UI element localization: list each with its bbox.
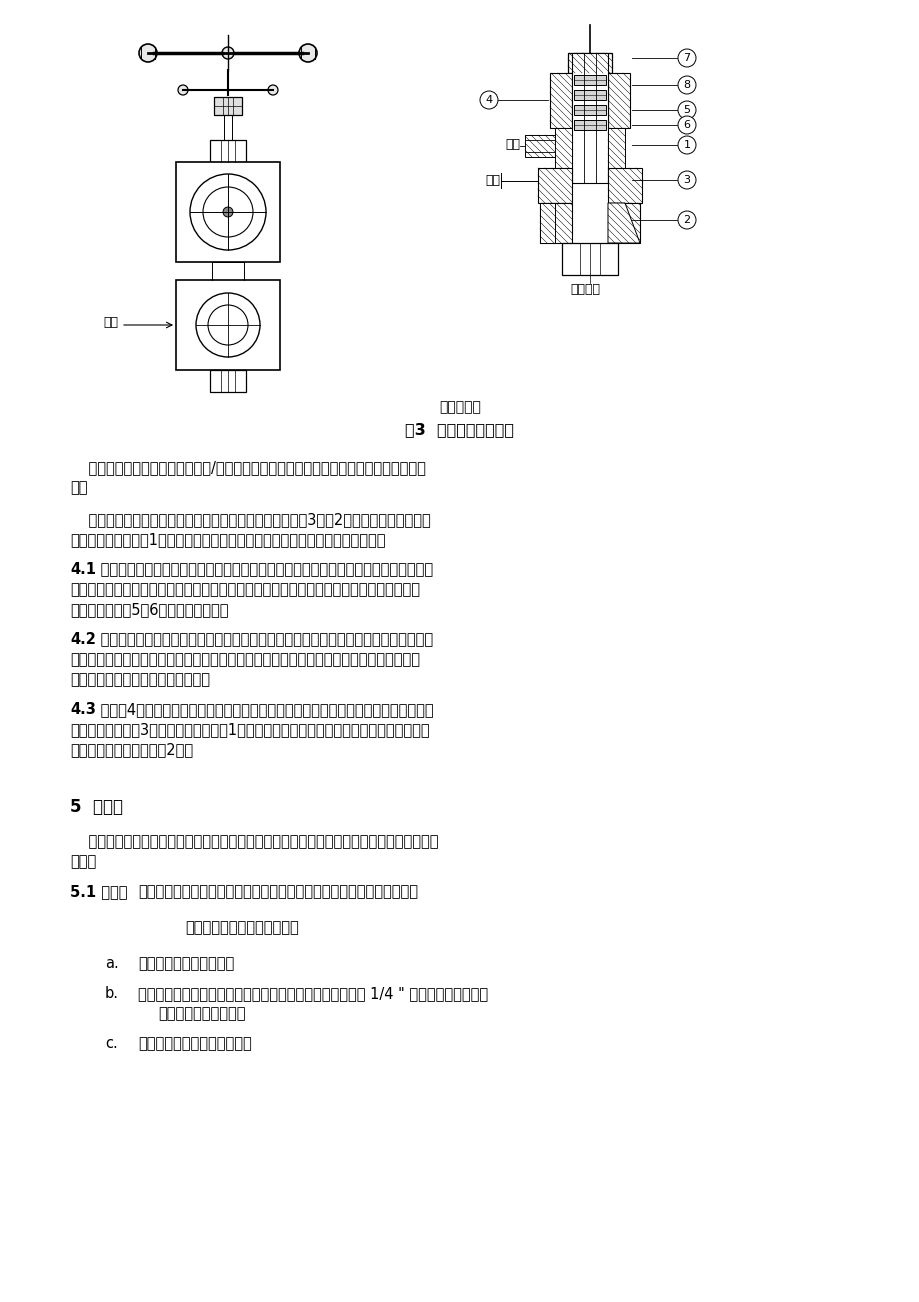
Bar xyxy=(607,203,640,243)
Circle shape xyxy=(177,85,187,95)
Text: 从压力表截止阀和液位计液体管路截止阀上拆下保护帽。用 1/4 " 制冷扳手或小的活络: 从压力表截止阀和液位计液体管路截止阀上拆下保护帽。用 1/4 " 制冷扳手或小的… xyxy=(138,986,488,1001)
Circle shape xyxy=(677,49,696,66)
Text: 辅助安全卸压阀是关断的。在这个位置，压力也从切换阀的填料压盖上被截断从而根本没有: 辅助安全卸压阀是关断的。在这个位置，压力也从切换阀的填料压盖上被截断从而根本没有 xyxy=(70,582,420,598)
Text: 切断到报警电路的电源。: 切断到报警电路的电源。 xyxy=(138,956,234,971)
Circle shape xyxy=(480,91,497,109)
Text: 7: 7 xyxy=(683,53,690,62)
Circle shape xyxy=(196,293,260,357)
Text: 注意：拆下制冷机外壳罩盖。: 注意：拆下制冷机外壳罩盖。 xyxy=(185,921,299,935)
Circle shape xyxy=(677,102,696,118)
Text: 6: 6 xyxy=(683,120,690,130)
Bar xyxy=(539,203,572,243)
Bar xyxy=(214,98,242,115)
Text: 切换阀必须保持在大幅度打开的位置上，这样压力就处于泄放阀和安全卸压阀上，但到: 切换阀必须保持在大幅度打开的位置上，这样压力就处于泄放阀和安全卸压阀上，但到 xyxy=(96,562,433,577)
Text: 入口: 入口 xyxy=(103,316,118,329)
Bar xyxy=(176,161,279,262)
Bar xyxy=(550,73,572,128)
Text: 切换阀的用途是截断到泄放阀和/或安全卸压阀的压力，这两阀可能不得不从贮存罐上拆: 切换阀的用途是截断到泄放阀和/或安全卸压阀的压力，这两阀可能不得不从贮存罐上拆 xyxy=(70,460,425,475)
Bar xyxy=(573,90,606,100)
Text: 含一个辅助安全阀（1）端出口的压力，但不可能同时切断两个安全卸压阀出口。: 含一个辅助安全阀（1）端出口的压力，但不可能同时切断两个安全卸压阀出口。 xyxy=(70,533,385,547)
Text: b.: b. xyxy=(105,986,119,1001)
Bar xyxy=(210,141,245,161)
Circle shape xyxy=(677,76,696,94)
Bar xyxy=(176,280,279,370)
Text: 下。: 下。 xyxy=(70,480,87,495)
Bar xyxy=(573,105,606,115)
Polygon shape xyxy=(539,203,554,243)
Text: 更换液位计不需要从贮存罐撤消所有的压力。按下列步骤来更换液位计：: 更换液位计不需要从贮存罐撤消所有的压力。按下列步骤来更换液位计： xyxy=(138,884,417,898)
Text: 阀盘旋下去以关断出口（2）。: 阀盘旋下去以关断出口（2）。 xyxy=(70,742,193,756)
Circle shape xyxy=(190,174,266,250)
Circle shape xyxy=(677,135,696,154)
Text: （液位计是一个整体组件，当该组件不能提供储罐容量的正确读数时应把它作为一个单元来: （液位计是一个整体组件，当该组件不能提供储罐容量的正确读数时应把它作为一个单元来 xyxy=(70,835,438,849)
Text: 表计端口: 表计端口 xyxy=(570,283,599,296)
Text: 3: 3 xyxy=(683,174,690,185)
Bar xyxy=(562,243,618,275)
Circle shape xyxy=(139,44,157,62)
Bar xyxy=(567,53,611,73)
Bar xyxy=(554,128,572,168)
Text: 4.1: 4.1 xyxy=(70,562,96,577)
Text: 5  液位计: 5 液位计 xyxy=(70,798,123,816)
Polygon shape xyxy=(607,203,640,243)
Text: 更换。: 更换。 xyxy=(70,854,96,868)
Text: c.: c. xyxy=(105,1036,118,1051)
Circle shape xyxy=(267,85,278,95)
Text: 4: 4 xyxy=(485,95,492,105)
Bar xyxy=(572,53,607,184)
Circle shape xyxy=(222,207,233,217)
Text: 其正常大幅度打开位置时进行检修。: 其正常大幅度打开位置时进行检修。 xyxy=(70,672,210,687)
Circle shape xyxy=(677,171,696,189)
Text: 扳手来关闭两个阀门。: 扳手来关闭两个阀门。 xyxy=(158,1006,245,1021)
Text: 4.2: 4.2 xyxy=(70,631,96,647)
Circle shape xyxy=(677,211,696,229)
Text: 出口: 出口 xyxy=(505,138,519,151)
Circle shape xyxy=(208,305,248,345)
Text: 断开连到液位计后面的管子。: 断开连到液位计后面的管子。 xyxy=(138,1036,252,1051)
Text: 经过填料压盖（5、6）泄漏的可能性。: 经过填料压盖（5、6）泄漏的可能性。 xyxy=(70,602,228,617)
Circle shape xyxy=(221,47,233,59)
Text: 5: 5 xyxy=(683,105,690,115)
Text: 图3  三通切换阀示意图: 图3 三通切换阀示意图 xyxy=(405,422,514,437)
Text: 4.3: 4.3 xyxy=(70,702,96,717)
Text: 主安全卸压阀两者都安装好后把切换阀转回到其正常位置上。辅助卸压阀可以在切换阀处于: 主安全卸压阀两者都安装好后把切换阀转回到其正常位置上。辅助卸压阀可以在切换阀处于 xyxy=(70,652,420,667)
Text: 5.1 更换。: 5.1 更换。 xyxy=(70,884,128,898)
Bar xyxy=(525,135,554,158)
Circle shape xyxy=(299,44,317,62)
Bar xyxy=(573,76,606,85)
Text: 用这个阀，有可能截断到含一个泄放阀和一个安全阀（图3，项2）端出口的压力或者到: 用这个阀，有可能截断到含一个泄放阀和一个安全阀（图3，项2）端出口的压力或者到 xyxy=(70,512,430,527)
Text: 出口: 出口 xyxy=(484,173,499,186)
Circle shape xyxy=(677,116,696,134)
Text: 三通切换阀: 三通切换阀 xyxy=(438,400,481,414)
Bar xyxy=(573,120,606,130)
Bar xyxy=(525,141,554,152)
Bar xyxy=(538,168,572,203)
Text: 只有在需要对泄放阀或卸压阀进行维修时才转换切换阀，要保证在修理完毕，泄放阀和: 只有在需要对泄放阀或卸压阀进行维修时才转换切换阀，要保证在修理完毕，泄放阀和 xyxy=(96,631,433,647)
Bar xyxy=(607,128,624,168)
Circle shape xyxy=(203,187,253,237)
Text: 8: 8 xyxy=(683,79,690,90)
Text: 1: 1 xyxy=(683,141,690,150)
Text: 手柄（4）必须旋下并倒转以使方凹口套在杆的方形端头上来操作阀门。逆时针方向旋: 手柄（4）必须旋下并倒转以使方凹口套在杆的方形端头上来操作阀门。逆时针方向旋 xyxy=(96,702,433,717)
Text: 2: 2 xyxy=(683,215,690,225)
Text: 转手柄移动阀盘（3）以使它关断出口（1）和来自入口的填料压盖。按相反方向旋转手柄把: 转手柄移动阀盘（3）以使它关断出口（1）和来自入口的填料压盖。按相反方向旋转手柄… xyxy=(70,723,429,737)
Bar xyxy=(607,73,630,128)
Text: a.: a. xyxy=(105,956,119,971)
Bar xyxy=(210,370,245,392)
Bar xyxy=(607,168,641,203)
